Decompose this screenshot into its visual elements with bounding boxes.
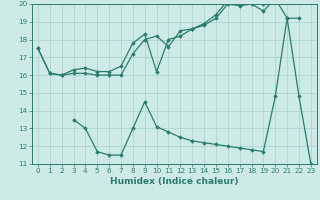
X-axis label: Humidex (Indice chaleur): Humidex (Indice chaleur)	[110, 177, 239, 186]
